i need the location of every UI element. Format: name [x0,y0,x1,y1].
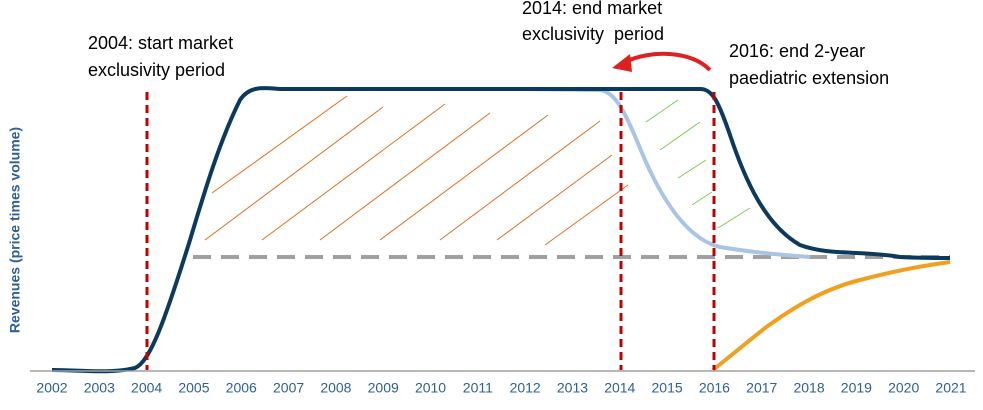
x-tick-label: 2019 [841,380,872,396]
x-tick-label: 2009 [368,380,399,396]
x-tick-label: 2012 [510,380,541,396]
x-tick-label: 2016 [699,380,730,396]
x-tick-label: 2005 [178,380,209,396]
y-axis-label: Revenues (price times volume) [7,127,23,333]
arrow-head [612,54,632,72]
hatch-green [645,99,751,229]
x-tick-label: 2014 [604,380,635,396]
x-tick-label: 2008 [320,380,351,396]
x-tick-label: 2003 [84,380,115,396]
annotation: 2016: end 2-year [729,41,865,61]
annotation: 2014: end market [522,0,662,18]
x-tick-label: 2020 [888,380,919,396]
x-tick-label: 2011 [463,380,493,396]
annotation: 2004: start market [88,33,233,53]
x-tick-label: 2007 [273,380,304,396]
generic-curve [711,260,951,372]
x-tick-label: 2015 [652,380,683,396]
x-tick-label: 2021 [935,380,966,396]
event-markers [145,92,716,370]
hatch-orange [204,95,629,246]
x-tick-label: 2002 [36,380,67,396]
x-tick-label: 2017 [746,380,777,396]
annotation: paediatric extension [729,68,889,88]
x-tick-label: 2006 [226,380,257,396]
arrow [624,51,712,72]
x-tick-label: 2004 [131,380,162,396]
annotation: exclusivity period [522,24,664,44]
annotation: exclusivity period [88,60,225,80]
early-entry-curve [524,87,811,259]
x-tick-label: 2018 [793,380,824,396]
x-tick-label: 2013 [557,380,588,396]
x-tick-label: 2010 [415,380,446,396]
originator-curve [51,86,951,374]
